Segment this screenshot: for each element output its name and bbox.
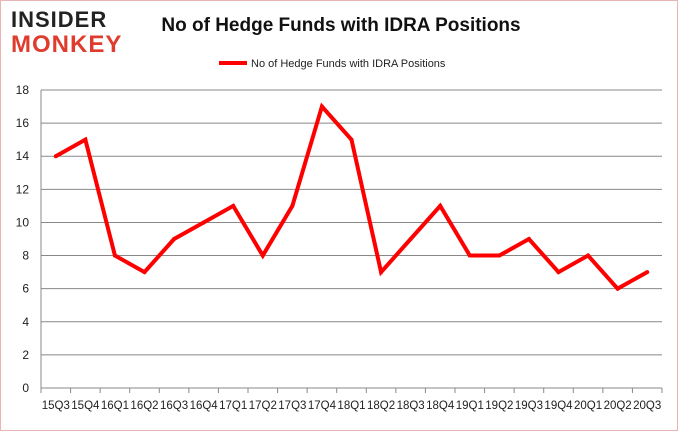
logo-line2: MONKEY xyxy=(11,31,123,58)
data-point xyxy=(526,237,531,241)
x-tick-label: 16Q4 xyxy=(190,400,219,412)
data-point xyxy=(260,253,265,258)
x-tick-label: 18Q2 xyxy=(367,400,395,412)
data-point xyxy=(349,137,354,142)
data-point xyxy=(467,253,472,258)
series-line xyxy=(54,102,649,292)
data-point xyxy=(586,253,591,258)
data-point xyxy=(83,137,88,142)
y-tick-label: 14 xyxy=(16,149,30,163)
x-tick-label: 17Q3 xyxy=(278,400,306,412)
data-point xyxy=(319,104,324,109)
data-point xyxy=(379,270,384,275)
data-point xyxy=(53,154,58,159)
y-tick-label: 8 xyxy=(22,249,29,263)
x-tick-label: 19Q4 xyxy=(544,400,573,412)
y-tick-label: 0 xyxy=(22,381,29,395)
data-point xyxy=(231,203,236,208)
data-point xyxy=(645,270,650,275)
x-tick-label: 19Q1 xyxy=(456,400,484,412)
y-tick-label: 10 xyxy=(16,215,30,229)
x-tick-label: 19Q2 xyxy=(485,400,513,412)
x-tick-label: 17Q1 xyxy=(219,400,247,412)
chart-title: No of Hedge Funds with IDRA Positions xyxy=(161,15,521,36)
data-point xyxy=(408,237,413,241)
y-tick-label: 18 xyxy=(16,83,30,97)
x-tick-label: 18Q4 xyxy=(426,400,455,412)
data-point xyxy=(172,237,177,241)
logo-line1: INSIDER xyxy=(11,7,108,32)
y-tick-label: 4 xyxy=(22,315,29,329)
y-tick-label: 12 xyxy=(16,182,30,196)
data-point xyxy=(556,270,561,275)
x-tick-label: 20Q1 xyxy=(574,400,602,412)
x-tick-label: 18Q1 xyxy=(337,400,365,412)
x-tick-label: 16Q2 xyxy=(130,400,158,412)
x-tick-label: 15Q3 xyxy=(42,400,70,412)
x-tick-label: 20Q3 xyxy=(633,400,661,412)
y-tick-label: 16 xyxy=(16,116,30,130)
x-tick-label: 18Q3 xyxy=(397,400,425,412)
x-tick-label: 17Q2 xyxy=(249,400,277,412)
data-point xyxy=(142,270,147,275)
data-point xyxy=(201,220,206,225)
data-point xyxy=(290,203,295,208)
data-point xyxy=(615,286,620,291)
x-tick-label: 16Q1 xyxy=(101,400,129,412)
data-point xyxy=(497,253,502,258)
x-tick-label: 15Q4 xyxy=(71,400,100,412)
insider-monkey-logo: INSIDER MONKEY xyxy=(11,7,129,58)
x-tick-label: 17Q4 xyxy=(308,400,337,412)
x-tick-label: 16Q3 xyxy=(160,400,188,412)
legend-label: No of Hedge Funds with IDRA Positions xyxy=(251,58,446,70)
y-tick-label: 2 xyxy=(22,348,29,362)
data-point xyxy=(112,253,117,258)
x-tick-label: 20Q2 xyxy=(604,400,632,412)
x-tick-label: 19Q3 xyxy=(515,400,543,412)
data-point xyxy=(438,203,443,208)
y-tick-label: 6 xyxy=(22,282,29,296)
